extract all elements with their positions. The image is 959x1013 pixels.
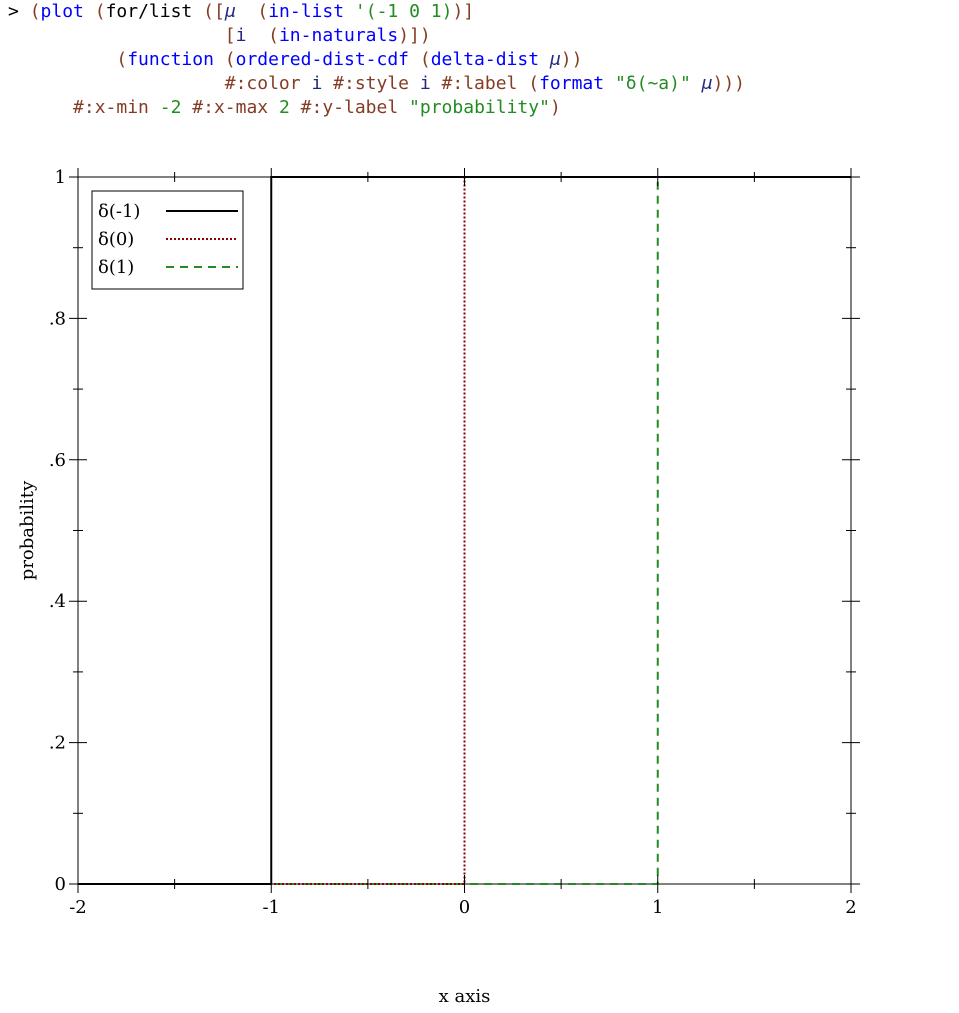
y-tick-label: 1	[55, 167, 66, 188]
code-token: (	[528, 73, 540, 94]
x-tick-label: -2	[69, 897, 87, 918]
x-tick-label: -1	[262, 897, 280, 918]
code-token: in-naturals	[278, 25, 399, 46]
code-token: format	[539, 73, 605, 94]
code-line: (function (ordered-dist-cdf (delta-dist …	[8, 48, 745, 72]
y-tick-label: .6	[49, 450, 66, 471]
code-token: )	[549, 97, 561, 118]
code-token: (	[257, 1, 269, 22]
code-token: i	[419, 73, 431, 94]
code-token: in-list	[268, 1, 345, 22]
code-token: "δ(~a)"	[614, 73, 691, 94]
code-token: μ	[549, 49, 561, 70]
code-line: > (plot (for/list ([μ (in-list '(-1 0 1)…	[8, 0, 745, 24]
code-token: ([	[203, 1, 225, 22]
code-token: i	[235, 25, 247, 46]
code-token: for/list	[105, 1, 193, 22]
code-token: (	[94, 1, 106, 22]
code-token: 2	[278, 97, 290, 118]
code-token: -2	[159, 97, 182, 118]
code-token: (	[224, 49, 236, 70]
legend-label: δ(0)	[98, 229, 134, 250]
code-token: #:x-min	[73, 97, 149, 118]
legend-label: δ(-1)	[98, 201, 140, 222]
code-token: )]	[452, 1, 475, 22]
code-token: (	[419, 49, 431, 70]
code-token: μ	[701, 73, 713, 94]
code-token: >	[8, 1, 30, 22]
code-token: #:y-label	[300, 97, 399, 118]
code-token: μ	[224, 1, 236, 22]
y-tick-label: .4	[49, 591, 66, 612]
code-token: i	[311, 73, 323, 94]
code-token: (	[29, 1, 41, 22]
code-token: delta-dist	[430, 49, 540, 70]
code-token: )))	[712, 73, 746, 94]
code-line: #:color i #:style i #:label (format "δ(~…	[8, 72, 745, 96]
x-tick-label: 0	[459, 897, 470, 918]
code-token: #:label	[441, 73, 518, 94]
x-tick-label: 1	[652, 897, 663, 918]
y-tick-label: .8	[49, 308, 66, 329]
code-token: ))	[560, 49, 583, 70]
code-token: (	[116, 49, 128, 70]
code-token: ordered-dist-cdf	[235, 49, 409, 70]
code-token: plot	[40, 1, 84, 22]
legend-label: δ(1)	[98, 257, 134, 278]
x-tick-label: 2	[845, 897, 856, 918]
code-token: (	[268, 25, 279, 46]
code-token: #:x-max	[192, 97, 269, 118]
legend: δ(-1) δ(0) δ(1)	[91, 190, 244, 290]
code-line: [i (in-naturals)])	[8, 24, 745, 48]
code-block: > (plot (for/list ([μ (in-list '(-1 0 1)…	[8, 0, 745, 120]
code-line: #:x-min -2 #:x-max 2 #:y-label "probabil…	[8, 96, 745, 120]
code-token: '(-1 0 1)	[354, 1, 453, 22]
code-token: )])	[398, 25, 431, 46]
y-axis-label: probability	[17, 480, 38, 580]
y-tick-label: 0	[55, 874, 66, 895]
code-token: "probability"	[409, 97, 550, 118]
code-token: function	[127, 49, 214, 70]
code-token: #:style	[333, 73, 409, 94]
code-token: #:color	[224, 73, 301, 94]
code-token: [	[224, 25, 236, 46]
tick-layer: -2 -1 0 1 2 0 .2 .4 .6 .8 1	[49, 167, 860, 918]
x-axis-label: x axis	[439, 986, 491, 1007]
y-tick-label: .2	[49, 733, 66, 754]
